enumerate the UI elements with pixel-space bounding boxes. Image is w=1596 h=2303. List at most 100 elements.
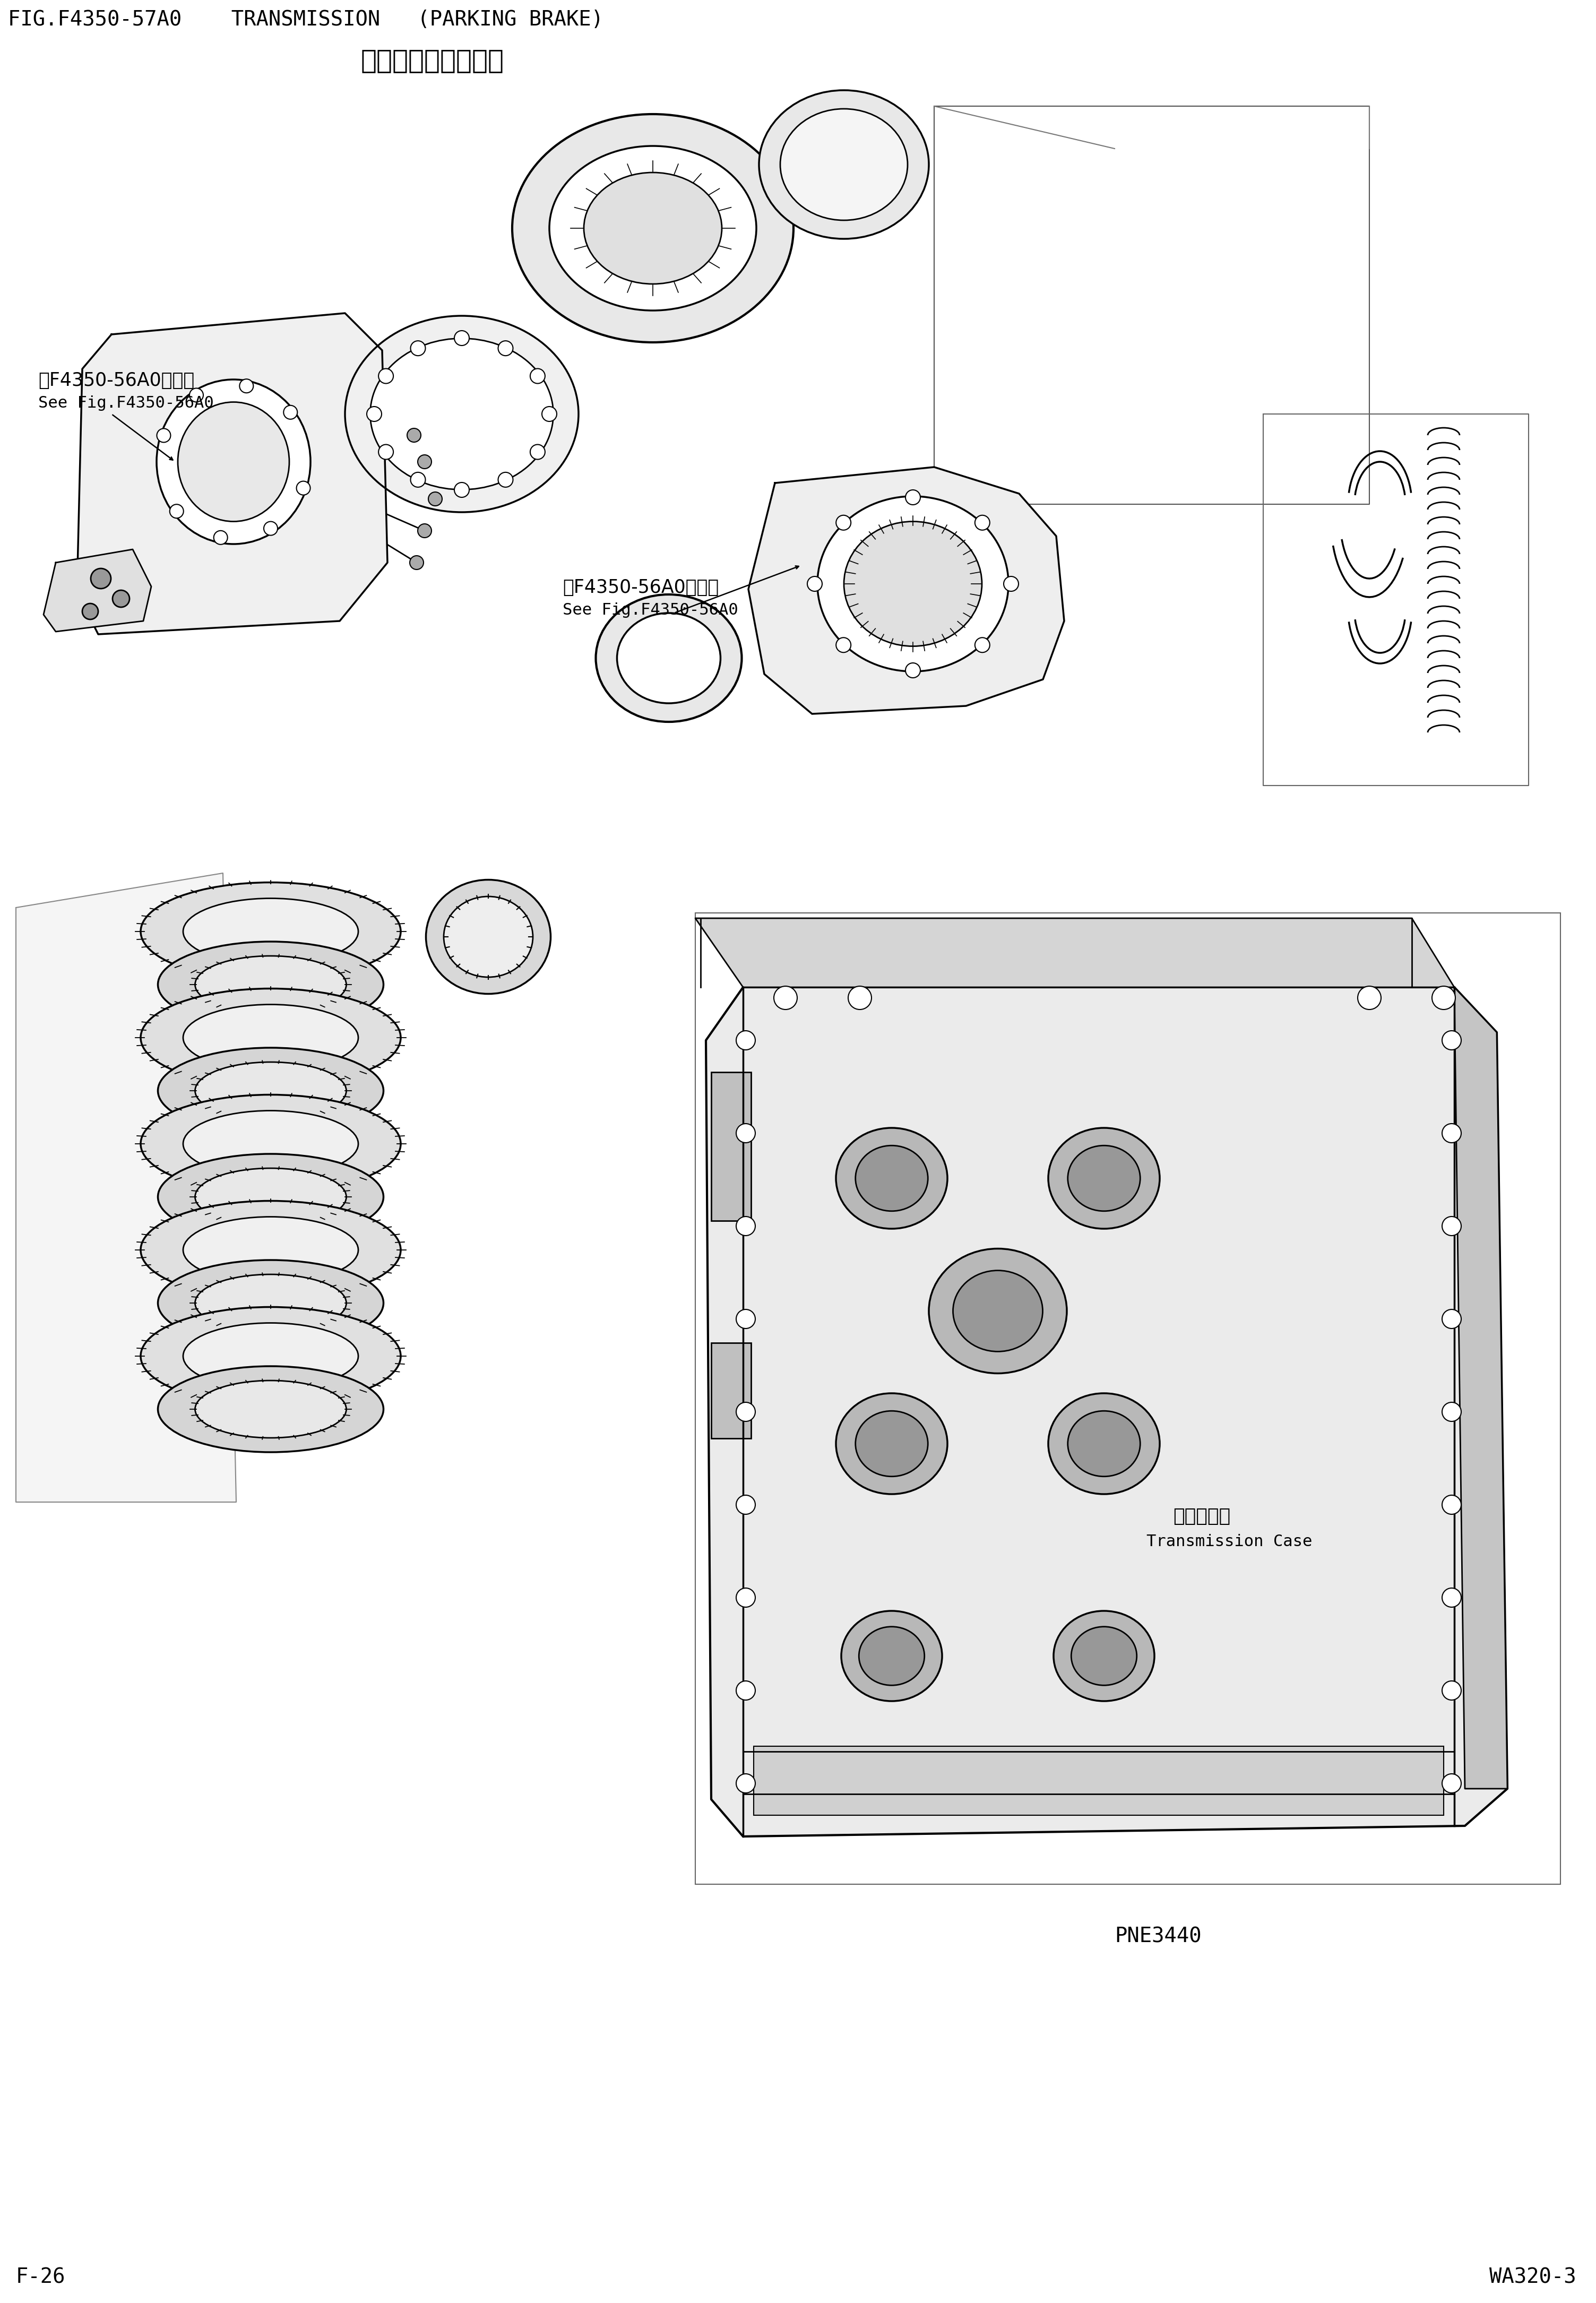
Circle shape	[905, 491, 921, 504]
Text: F-26: F-26	[16, 2268, 65, 2287]
Ellipse shape	[549, 145, 757, 311]
Circle shape	[808, 576, 822, 592]
Circle shape	[736, 1589, 755, 1607]
Text: 变速笱（停车制动）: 变速笱（停车制动）	[361, 48, 504, 74]
Text: 第F4350-56A0图参照: 第F4350-56A0图参照	[38, 371, 195, 389]
Ellipse shape	[780, 108, 908, 221]
Ellipse shape	[177, 403, 289, 520]
Ellipse shape	[1071, 1626, 1136, 1686]
Circle shape	[91, 569, 112, 590]
Circle shape	[736, 1773, 755, 1794]
Ellipse shape	[844, 520, 982, 647]
Ellipse shape	[760, 90, 929, 240]
Bar	[712, 1343, 752, 1439]
Circle shape	[378, 444, 393, 458]
Circle shape	[410, 472, 426, 488]
Circle shape	[736, 1032, 755, 1050]
Ellipse shape	[929, 1248, 1066, 1373]
Circle shape	[455, 332, 469, 345]
Ellipse shape	[184, 1004, 358, 1071]
Circle shape	[975, 516, 990, 530]
Circle shape	[190, 389, 203, 403]
Circle shape	[1443, 1495, 1462, 1515]
Circle shape	[1443, 1216, 1462, 1237]
Ellipse shape	[836, 1393, 948, 1495]
Circle shape	[83, 603, 99, 620]
Circle shape	[1443, 1032, 1462, 1050]
Ellipse shape	[1068, 1412, 1140, 1476]
Circle shape	[530, 444, 546, 458]
Ellipse shape	[158, 1048, 383, 1133]
Circle shape	[847, 986, 871, 1009]
Circle shape	[1443, 1773, 1462, 1794]
Circle shape	[498, 472, 512, 488]
Ellipse shape	[345, 316, 578, 511]
Ellipse shape	[158, 942, 383, 1027]
Ellipse shape	[158, 1154, 383, 1239]
Ellipse shape	[158, 1366, 383, 1453]
Circle shape	[239, 380, 254, 394]
Ellipse shape	[184, 1322, 358, 1389]
Ellipse shape	[140, 988, 401, 1087]
Ellipse shape	[140, 1200, 401, 1299]
Ellipse shape	[140, 1308, 401, 1405]
Polygon shape	[696, 919, 1454, 988]
Ellipse shape	[444, 896, 533, 976]
Ellipse shape	[370, 339, 554, 491]
Ellipse shape	[140, 882, 401, 981]
Circle shape	[736, 1124, 755, 1142]
Polygon shape	[43, 550, 152, 631]
Circle shape	[736, 1403, 755, 1421]
Text: PNE3440: PNE3440	[1114, 1928, 1202, 1946]
Circle shape	[543, 408, 557, 421]
Ellipse shape	[855, 1412, 927, 1476]
Polygon shape	[705, 988, 1507, 1835]
Circle shape	[297, 481, 310, 495]
Circle shape	[378, 368, 393, 385]
Circle shape	[156, 428, 171, 442]
Circle shape	[736, 1495, 755, 1515]
Circle shape	[418, 456, 431, 470]
Polygon shape	[77, 313, 388, 633]
Ellipse shape	[195, 1274, 346, 1331]
Ellipse shape	[841, 1610, 942, 1702]
Circle shape	[367, 408, 381, 421]
Circle shape	[113, 590, 129, 608]
Circle shape	[736, 1216, 755, 1237]
Circle shape	[836, 516, 851, 530]
Circle shape	[736, 1310, 755, 1329]
Ellipse shape	[1049, 1393, 1160, 1495]
Polygon shape	[16, 873, 236, 1502]
Polygon shape	[749, 468, 1065, 714]
Ellipse shape	[584, 173, 721, 283]
Bar	[696, 912, 1561, 1884]
Circle shape	[1004, 576, 1018, 592]
Ellipse shape	[426, 880, 551, 995]
Circle shape	[1443, 1124, 1462, 1142]
Circle shape	[214, 530, 228, 544]
Ellipse shape	[855, 1145, 927, 1211]
Ellipse shape	[1049, 1128, 1160, 1230]
Text: FIG.F4350-57A0    TRANSMISSION   (PARKING BRAKE): FIG.F4350-57A0 TRANSMISSION (PARKING BRA…	[8, 9, 603, 30]
Ellipse shape	[184, 1110, 358, 1177]
Ellipse shape	[195, 1062, 346, 1119]
Ellipse shape	[140, 1094, 401, 1193]
Text: See Fig.F4350-56A0: See Fig.F4350-56A0	[563, 603, 739, 617]
Ellipse shape	[953, 1271, 1042, 1352]
Circle shape	[455, 481, 469, 497]
Ellipse shape	[817, 495, 1009, 672]
Bar	[712, 1073, 752, 1221]
Text: See Fig.F4350-56A0: See Fig.F4350-56A0	[38, 396, 214, 410]
Text: WA320-3: WA320-3	[1489, 2268, 1577, 2287]
Ellipse shape	[859, 1626, 924, 1686]
Ellipse shape	[836, 1128, 948, 1230]
Circle shape	[410, 555, 423, 569]
Circle shape	[975, 638, 990, 652]
Circle shape	[428, 493, 442, 507]
Ellipse shape	[595, 594, 742, 721]
Ellipse shape	[618, 613, 720, 702]
Text: 第F4350-56A0图参照: 第F4350-56A0图参照	[563, 578, 718, 596]
Text: 变速笱壳体: 变速笱壳体	[1173, 1508, 1231, 1525]
Circle shape	[1358, 986, 1381, 1009]
Circle shape	[1443, 1403, 1462, 1421]
